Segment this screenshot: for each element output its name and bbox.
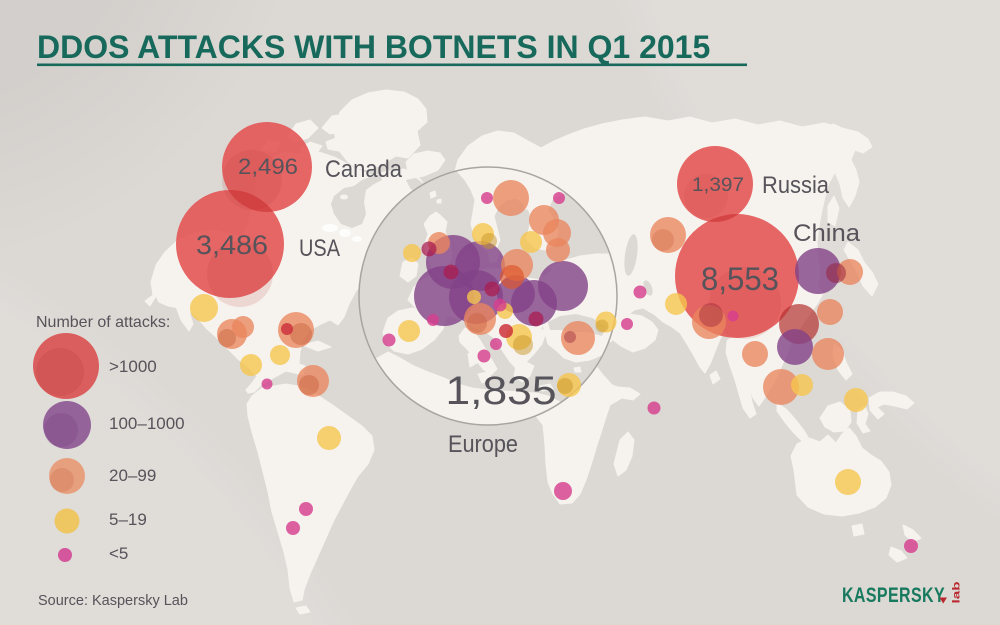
svg-text:Number of attacks:: Number of attacks: — [36, 314, 170, 331]
svg-text:1,835: 1,835 — [446, 369, 557, 413]
svg-text:DDOS ATTACKS WITH BOTNETS IN Q: DDOS ATTACKS WITH BOTNETS IN Q1 2015 — [37, 29, 710, 65]
svg-text:1,397: 1,397 — [692, 175, 744, 196]
svg-text:20–99: 20–99 — [109, 466, 156, 485]
svg-text:lab: lab — [951, 582, 963, 604]
svg-text:China: China — [793, 220, 861, 247]
svg-text:Europe: Europe — [448, 431, 518, 458]
svg-text:Russia: Russia — [762, 172, 830, 199]
svg-text:<5: <5 — [109, 544, 128, 563]
svg-text:>1000: >1000 — [109, 357, 157, 376]
svg-text:2,496: 2,496 — [238, 154, 298, 179]
svg-text:Canada: Canada — [325, 156, 403, 183]
svg-text:8,553: 8,553 — [701, 261, 779, 297]
svg-text:USA: USA — [299, 235, 340, 262]
svg-text:100–1000: 100–1000 — [109, 414, 185, 433]
svg-text:5–19: 5–19 — [109, 510, 147, 529]
svg-text:KASPERSKY: KASPERSKY — [842, 584, 945, 607]
svg-text:Source: Kaspersky Lab: Source: Kaspersky Lab — [38, 593, 188, 609]
svg-text:3,486: 3,486 — [196, 230, 268, 260]
